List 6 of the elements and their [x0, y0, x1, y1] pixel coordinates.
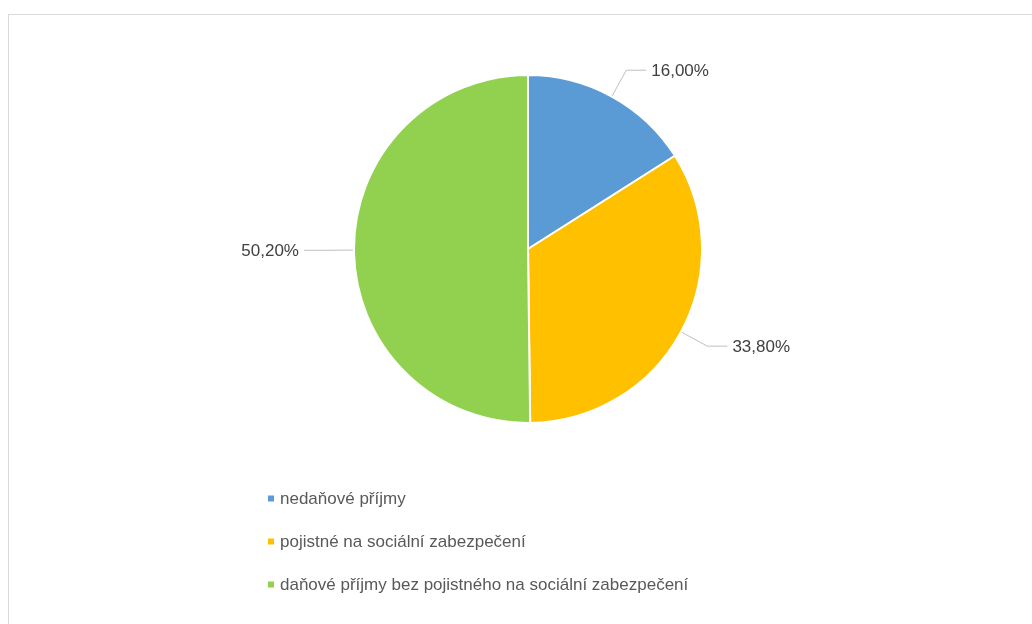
data-label: 33,80% [732, 336, 791, 356]
legend-label: pojistné na sociální zabezpečení [280, 532, 526, 551]
legend-label: nedaňové příjmy [280, 489, 407, 508]
data-label: 50,20% [241, 240, 299, 260]
data-label: 16,00% [651, 60, 709, 80]
legend-label: daňové příjmy bez pojistného na sociální zabezpečení [280, 575, 689, 594]
